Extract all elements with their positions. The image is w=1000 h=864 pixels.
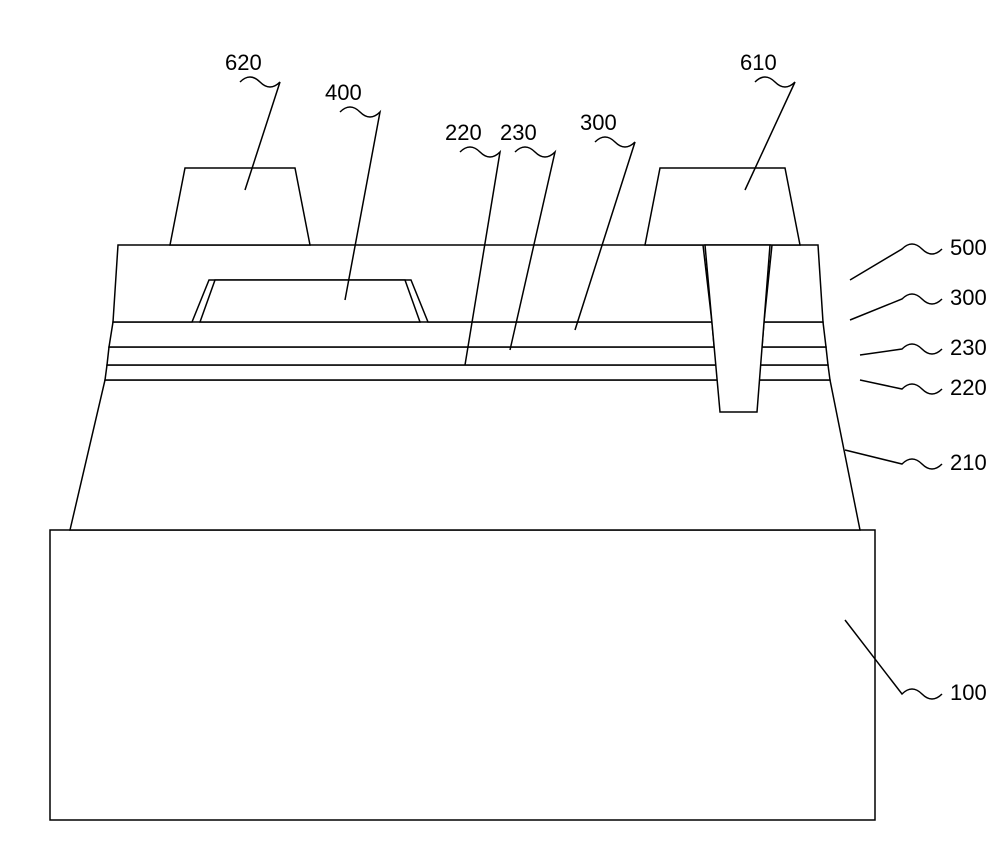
reference-numeral: 220 [445,120,482,145]
electrode-620 [170,168,310,245]
layer-500-right [764,245,823,322]
leader-line [845,450,942,469]
layer-300-left [109,322,714,347]
leader-line [860,344,942,355]
electrode-610-pad [645,168,800,245]
reference-numeral: 220 [950,375,987,400]
leader-line [850,294,942,320]
reference-numeral: 300 [950,285,987,310]
reference-numeral: 230 [500,120,537,145]
reference-numeral: 210 [950,450,987,475]
reference-numeral: 400 [325,80,362,105]
layer-300-right [762,322,826,347]
reference-numeral: 620 [225,50,262,75]
reference-numeral: 300 [580,110,617,135]
cross-section-diagram: 620 400 220 230 300 610 500 300 230 220 210 100 [20,20,1000,844]
layer-400 [200,280,420,322]
layer-100 [50,530,875,820]
leader-line [850,244,942,280]
reference-numeral: 500 [950,235,987,260]
layer-shapes [50,168,875,820]
reference-numeral: 230 [950,335,987,360]
reference-numeral: 610 [740,50,777,75]
reference-numeral: 100 [950,680,987,705]
leader-line [860,380,942,394]
